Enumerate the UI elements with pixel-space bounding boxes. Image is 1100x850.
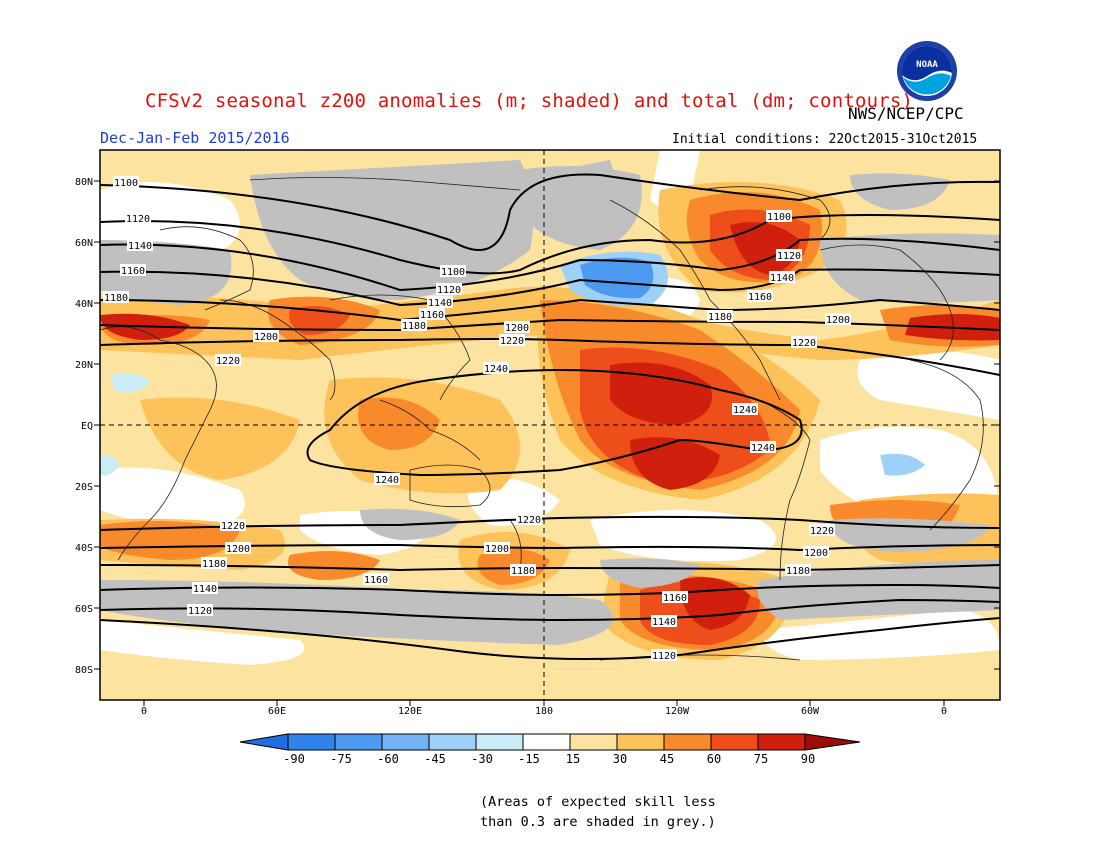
svg-text:1220: 1220: [517, 515, 541, 526]
svg-text:1220: 1220: [792, 338, 816, 349]
colorbar-tick: -90: [283, 752, 305, 766]
lat-label-60n: 60N: [75, 238, 93, 249]
colorbar-tick: 15: [566, 752, 580, 766]
svg-text:1140: 1140: [128, 241, 152, 252]
svg-text:1200: 1200: [485, 544, 509, 555]
colorbar-ticks: -90 -75 -60 -45 -30 -15 15 30 45 60 75 9…: [283, 752, 815, 766]
colorbar-right-arrow: [804, 733, 861, 751]
graticule: [100, 150, 1000, 700]
svg-text:1200: 1200: [226, 544, 250, 555]
period-label: Dec-Jan-Feb 2015/2016: [100, 129, 290, 147]
lat-label-40s: 40S: [75, 543, 93, 554]
svg-text:1160: 1160: [364, 575, 388, 586]
noaa-logo-text: NOAA: [916, 60, 938, 70]
svg-text:1240: 1240: [751, 443, 775, 454]
svg-text:1120: 1120: [777, 251, 801, 262]
lon-label-0-west: 0: [141, 706, 147, 717]
colorbar-tick: -75: [330, 752, 352, 766]
height-contours: [100, 173, 1000, 660]
svg-text:1220: 1220: [216, 356, 240, 367]
lat-ticks: [94, 180, 1000, 670]
colorbar-tick: -60: [377, 752, 399, 766]
lon-labels: 0 60E 120E 180 120W 60W 0: [141, 706, 947, 717]
svg-text:1200: 1200: [254, 332, 278, 343]
svg-text:1100: 1100: [767, 212, 791, 223]
skill-footnote: (Areas of expected skill less than 0.3 a…: [480, 792, 716, 832]
svg-text:1160: 1160: [121, 266, 145, 277]
skill-footnote-line2: than 0.3 are shaded in grey.): [480, 814, 716, 830]
contour-labels: 1100 1120 1140 1160 1180 1200 1220 1100 …: [103, 176, 851, 662]
lon-ticks: [143, 700, 945, 706]
svg-text:1100: 1100: [114, 178, 138, 189]
svg-text:1100: 1100: [441, 267, 465, 278]
svg-text:1140: 1140: [193, 584, 217, 595]
anomaly-90-regions: [100, 222, 1000, 630]
colorbar: [239, 733, 861, 751]
colorbar-tick: 60: [707, 752, 721, 766]
lat-labels: 80N 60N 40N 20N EQ 20S 40S 60S 80S: [75, 177, 93, 676]
lat-label-80n: 80N: [75, 177, 93, 188]
svg-text:1120: 1120: [437, 285, 461, 296]
svg-text:1180: 1180: [786, 566, 810, 577]
svg-text:1240: 1240: [375, 475, 399, 486]
lat-label-eq: EQ: [81, 421, 93, 432]
svg-text:1240: 1240: [484, 364, 508, 375]
colorbar-tick: -45: [424, 752, 446, 766]
lat-label-60s: 60S: [75, 604, 93, 615]
skill-footnote-line1: (Areas of expected skill less: [480, 794, 716, 810]
svg-text:1160: 1160: [748, 292, 772, 303]
colorbar-tick: 45: [660, 752, 674, 766]
initial-conditions-label: Initial conditions: 22Oct2015-31Oct2015: [672, 132, 978, 147]
colorbar-tick: 75: [754, 752, 768, 766]
svg-text:1200: 1200: [505, 323, 529, 334]
lon-label-180: 180: [535, 706, 553, 717]
colorbar-tick: 90: [801, 752, 815, 766]
svg-text:1220: 1220: [500, 336, 524, 347]
colorbar-tick: 30: [613, 752, 627, 766]
noaa-logo: NOAA: [897, 41, 957, 101]
svg-text:1220: 1220: [221, 521, 245, 532]
colorbar-left-arrow: [239, 733, 289, 751]
colorbar-tick: -15: [518, 752, 540, 766]
svg-text:1180: 1180: [511, 566, 535, 577]
lon-label-60w: 60W: [801, 706, 820, 717]
svg-text:1140: 1140: [428, 298, 452, 309]
svg-text:1120: 1120: [188, 606, 212, 617]
svg-text:1180: 1180: [708, 312, 732, 323]
colorbar-tick: -30: [471, 752, 493, 766]
svg-text:1180: 1180: [202, 559, 226, 570]
svg-text:1200: 1200: [804, 548, 828, 559]
lon-label-120w: 120W: [665, 706, 690, 717]
svg-text:1200: 1200: [826, 315, 850, 326]
svg-text:1220: 1220: [810, 526, 834, 537]
svg-text:1140: 1140: [652, 617, 676, 628]
svg-text:1160: 1160: [420, 310, 444, 321]
lon-label-0-east: 0: [941, 706, 947, 717]
svg-text:1120: 1120: [126, 214, 150, 225]
lat-label-40n: 40N: [75, 299, 93, 310]
near-zero-regions: [100, 150, 1000, 665]
lon-label-120e: 120E: [398, 706, 422, 717]
lat-label-80s: 80S: [75, 665, 93, 676]
svg-text:1180: 1180: [402, 321, 426, 332]
lat-label-20s: 20S: [75, 482, 93, 493]
agency-label: NWS/NCEP/CPC: [848, 104, 964, 123]
svg-text:1160: 1160: [663, 593, 687, 604]
lat-label-20n: 20N: [75, 360, 93, 371]
lon-label-60e: 60E: [268, 706, 286, 717]
negative-anomaly-region: [100, 251, 925, 476]
svg-text:1120: 1120: [652, 651, 676, 662]
svg-text:1180: 1180: [104, 293, 128, 304]
map-area: 1100 1120 1140 1160 1180 1200 1220 1100 …: [100, 150, 1000, 700]
svg-text:1140: 1140: [770, 273, 794, 284]
map-title: CFSv2 seasonal z200 anomalies (m; shaded…: [145, 90, 914, 112]
svg-text:1240: 1240: [733, 405, 757, 416]
